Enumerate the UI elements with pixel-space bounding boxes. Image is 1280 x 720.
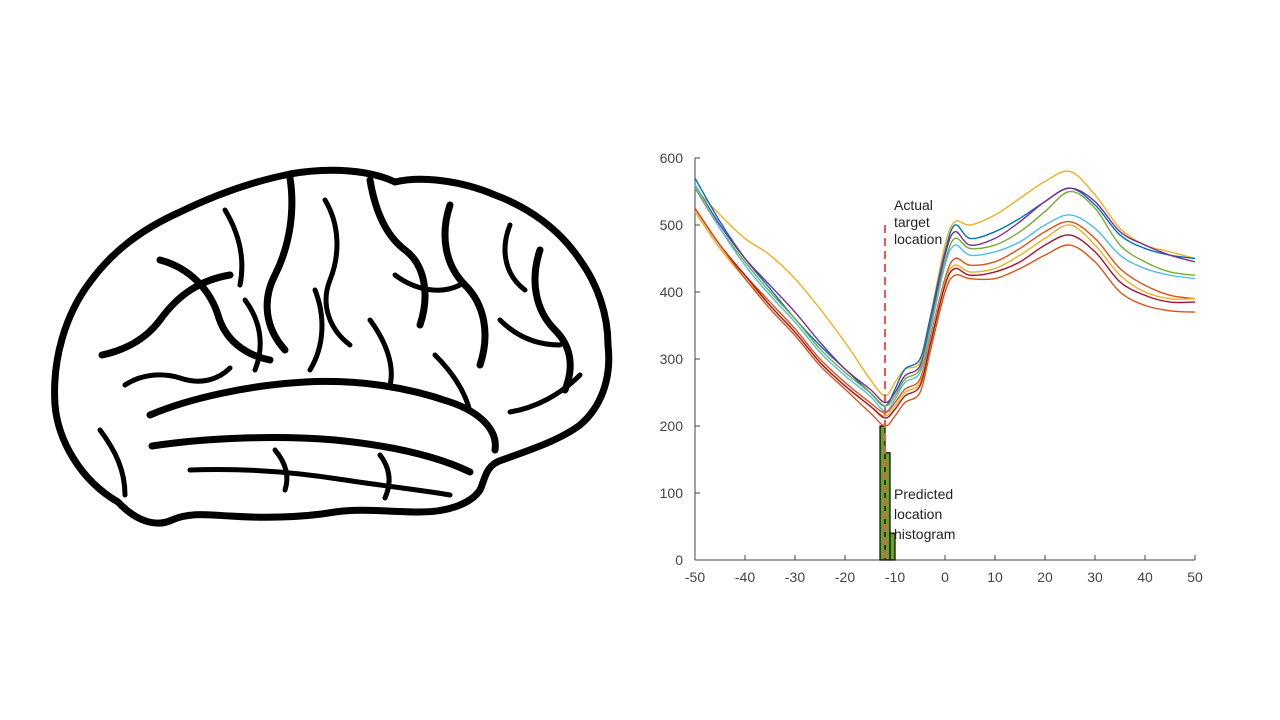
line-chart: -50 -40 -30 -20 -10 0 10 20 30 40 5001002003004005…	[660, 150, 1203, 585]
brain-outline	[51, 166, 613, 527]
x-tick-label: 20	[1037, 569, 1053, 585]
y-tick-label: 500	[660, 217, 684, 233]
series-line	[694, 184, 1196, 412]
brain-folds	[97, 174, 583, 501]
y-tick-label: 400	[660, 284, 684, 300]
x-tick-label: 30	[1087, 569, 1103, 585]
series-line	[694, 187, 1196, 407]
brain-icon	[51, 166, 613, 527]
series-line	[694, 184, 1196, 404]
x-tick-label: 50	[1187, 569, 1203, 585]
chart-axes: -50 -40 -30 -20 -10 0 10 20 30 40 5001002003004005…	[660, 150, 1203, 585]
y-tick-label: 100	[660, 485, 684, 501]
series-line	[694, 207, 1196, 427]
y-tick-label: 300	[660, 351, 684, 367]
y-tick-label: 600	[660, 150, 684, 166]
y-tick-label: 0	[675, 552, 683, 568]
x-tick-label: -40	[735, 569, 755, 585]
series-line	[694, 211, 1196, 417]
x-tick-label: 10	[987, 569, 1003, 585]
histogram-bar	[889, 532, 896, 561]
predicted-histogram-label-line: histogram	[894, 526, 955, 542]
series-line	[694, 207, 1196, 419]
actual-target-label-line: target	[894, 214, 930, 230]
x-tick-label: -50	[685, 569, 705, 585]
predicted-histogram-label-line: location	[894, 506, 942, 522]
chart-series	[694, 170, 1196, 427]
predicted-histogram-label-line: Predicted	[894, 486, 953, 502]
series-line	[694, 207, 1196, 414]
x-tick-label: -30	[785, 569, 805, 585]
histogram-bar	[884, 452, 891, 561]
y-tick-label: 200	[660, 418, 684, 434]
x-tick-label: 0	[941, 569, 949, 585]
actual-target-label-line: location	[894, 231, 942, 247]
actual-target-label: Actual target location	[894, 197, 942, 247]
x-tick-label: 40	[1137, 569, 1153, 585]
predicted-histogram-label: Predicted location histogram	[894, 486, 957, 542]
x-tick-label: -10	[885, 569, 905, 585]
predicted-location-histogram	[879, 425, 896, 561]
x-tick-label: -20	[835, 569, 855, 585]
actual-target-label-line: Actual	[894, 197, 933, 213]
